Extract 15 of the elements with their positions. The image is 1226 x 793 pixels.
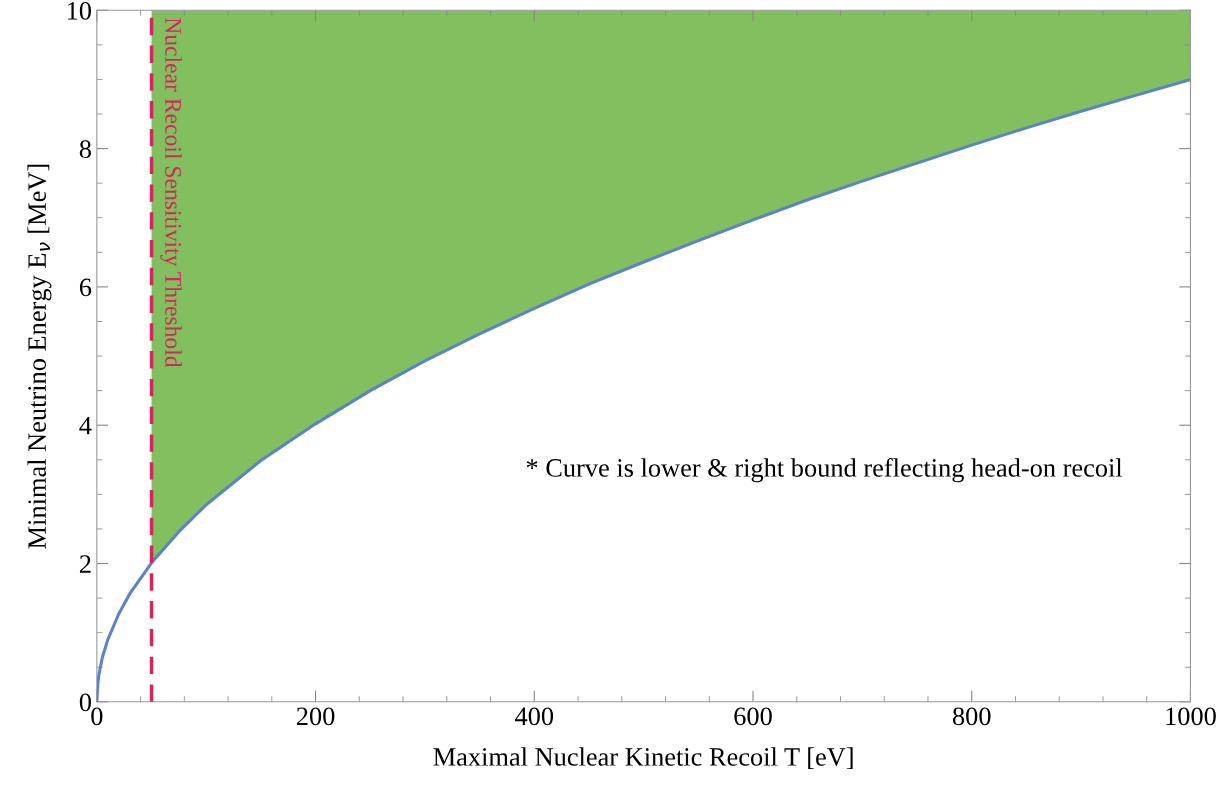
y-tick-label: 2 bbox=[79, 555, 91, 573]
x-tick-label: 1000 bbox=[1166, 707, 1216, 726]
x-tick-label: 800 bbox=[952, 707, 991, 726]
x-axis-title: Maximal Nuclear Kinetic Recoil T [eV] bbox=[433, 747, 853, 770]
annotation: * Curve is lower & right bound reflecting head-on recoil bbox=[526, 458, 1123, 483]
y-tick-label: 10 bbox=[67, 1, 91, 20]
x-tick-label: 600 bbox=[734, 707, 772, 726]
x-tick-label: 400 bbox=[515, 707, 554, 726]
y-tick-label: 4 bbox=[79, 416, 92, 435]
y-tick-label: 8 bbox=[79, 140, 91, 159]
ref-line-label: Nuclear Recoil Sensitivity Threshold bbox=[160, 17, 182, 368]
x-tick-label: 200 bbox=[296, 707, 335, 726]
y-tick-label: 6 bbox=[79, 278, 92, 297]
y-axis-title: Minimal Neutrino Energy E$_{ν}$ [MeV] bbox=[27, 164, 52, 549]
y-tick-label: 0 bbox=[79, 693, 91, 712]
